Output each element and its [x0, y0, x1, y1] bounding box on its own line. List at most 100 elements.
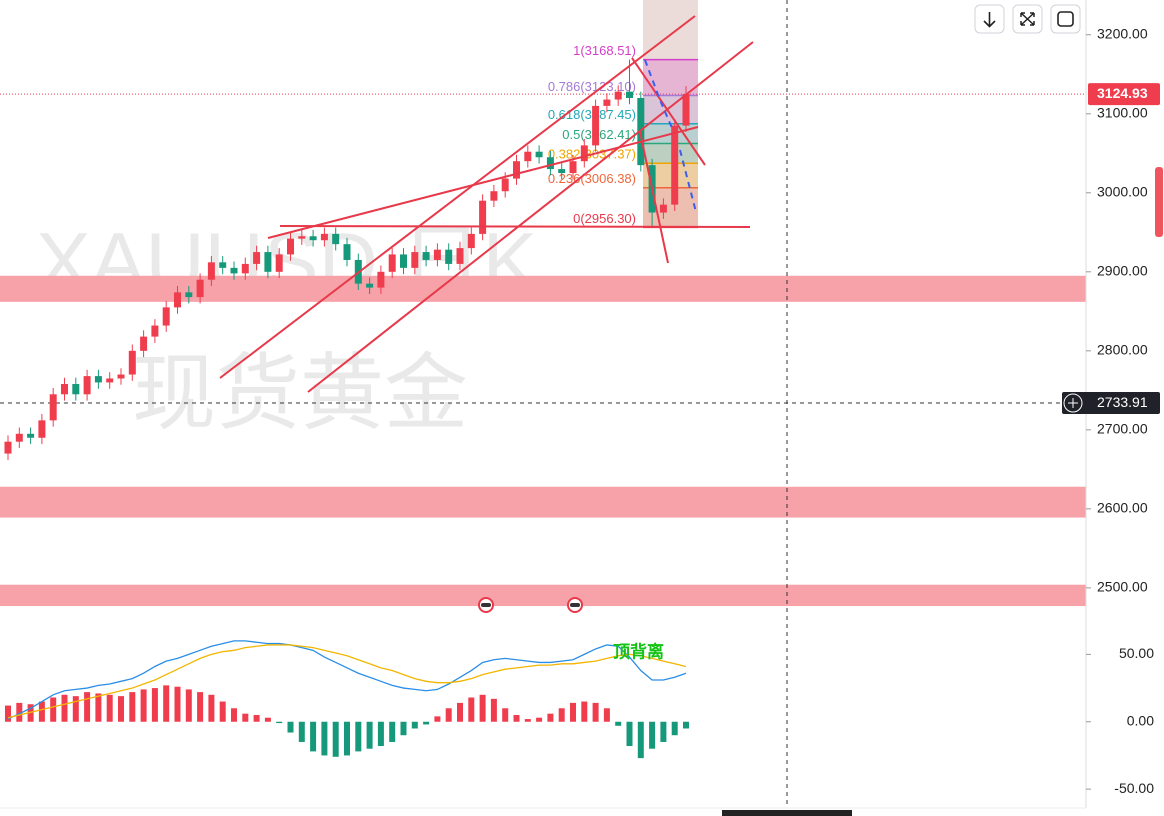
candle-body [241, 263, 249, 274]
candle-body [287, 238, 294, 255]
macd-bar [231, 708, 237, 722]
macd-bar [242, 713, 249, 722]
macd-bar [683, 721, 689, 729]
time-scrollbar[interactable] [722, 810, 852, 816]
macd-line [7, 640, 687, 720]
candle-body [174, 292, 181, 308]
macd-bar [490, 698, 497, 722]
reset-button[interactable] [1050, 4, 1081, 34]
trend-lines [219, 15, 754, 393]
macd-bar [570, 702, 576, 722]
candle-body [513, 161, 520, 179]
macd-bar [310, 721, 317, 752]
macd-bar [287, 721, 294, 733]
candle-body [162, 307, 170, 326]
scale-handle[interactable] [1155, 167, 1163, 237]
macd-bar [5, 705, 11, 722]
candle-body [320, 233, 328, 241]
macd-bar [174, 686, 181, 722]
macd-bar [434, 716, 441, 722]
candle-body [388, 254, 396, 272]
watermark-subtitle: 现货黄金 [132, 346, 468, 440]
macd-bar [27, 704, 34, 722]
fib-label: 1(3168.51) [573, 43, 636, 58]
candle-body [275, 254, 283, 272]
macd-bar [411, 721, 418, 729]
candle-body [151, 325, 159, 337]
crosshair-add-icon [1068, 398, 1078, 409]
candle-body [72, 384, 80, 395]
candle-body [298, 236, 306, 239]
candle-body [479, 200, 487, 234]
macd-bar [197, 692, 204, 722]
y-tick-label: -50.00 [1114, 780, 1154, 796]
support-zone [0, 584, 1086, 607]
macd-bar [445, 708, 452, 722]
candle-body [558, 169, 566, 174]
candle-body [411, 252, 419, 268]
toolbar [974, 4, 1081, 34]
macd-bar [603, 708, 610, 722]
fib-label: 0.5(3062.41) [562, 127, 636, 142]
candle-body [626, 91, 633, 98]
macd-bar [95, 693, 102, 722]
candle-body [659, 204, 667, 213]
candle-body [219, 262, 227, 268]
candle-body [422, 252, 430, 260]
macd-bar [660, 721, 667, 742]
y-tick-label: 2800.00 [1097, 342, 1148, 358]
y-tick-label: 3100.00 [1097, 104, 1148, 120]
macd-bar [219, 701, 226, 722]
candle-body [433, 249, 441, 260]
macd-bar [671, 721, 678, 736]
macd-bar [468, 697, 475, 722]
macd-bar [50, 697, 57, 722]
macd-bar [208, 694, 215, 722]
y-tick-label: 3000.00 [1097, 184, 1148, 200]
candle-body [38, 420, 46, 438]
macd-bar [163, 685, 170, 722]
expand-button[interactable] [1012, 4, 1043, 34]
macd-bar [72, 696, 79, 722]
macd-bar [298, 721, 305, 742]
y-tick-label: 2600.00 [1097, 500, 1148, 516]
candle-body [185, 292, 193, 298]
wave-path [644, 59, 697, 213]
macd-bar [581, 701, 588, 722]
candle-body [400, 254, 407, 268]
macd-bar [547, 713, 554, 722]
candle-body [445, 249, 453, 264]
last-price-label: 3124.93 [1097, 85, 1148, 101]
candle-body [569, 161, 577, 174]
candle-body [524, 151, 532, 162]
y-tick-label: 0.00 [1127, 712, 1154, 728]
macd-bar [129, 692, 136, 722]
macd-bar [637, 721, 644, 759]
scroll-down-button[interactable] [974, 4, 1005, 34]
candle-body [580, 145, 588, 162]
macd-bar [264, 717, 271, 722]
fib-band [643, 95, 698, 124]
fib-label: 0(2956.30) [573, 211, 636, 226]
macd-bar [423, 721, 430, 725]
candle-body [603, 99, 611, 106]
candle-body [546, 157, 554, 170]
crosshair-label: 2733.91 [1097, 394, 1148, 410]
macd-bar [502, 708, 509, 722]
macd-bar [626, 721, 633, 747]
fib-band [643, 143, 698, 164]
macd-bar [355, 721, 362, 752]
macd-bar [276, 721, 283, 724]
candle-body [230, 267, 238, 274]
macd-bar [366, 721, 373, 749]
macd-bar [253, 715, 260, 722]
macd-bar [332, 721, 339, 757]
support-zone [0, 486, 1086, 518]
crosshair-add-button[interactable] [1063, 393, 1083, 413]
macd-bar [84, 692, 91, 722]
candle-body [682, 94, 690, 126]
macd-bar [151, 688, 158, 722]
candle-body [343, 244, 351, 260]
candle-body [106, 378, 114, 383]
